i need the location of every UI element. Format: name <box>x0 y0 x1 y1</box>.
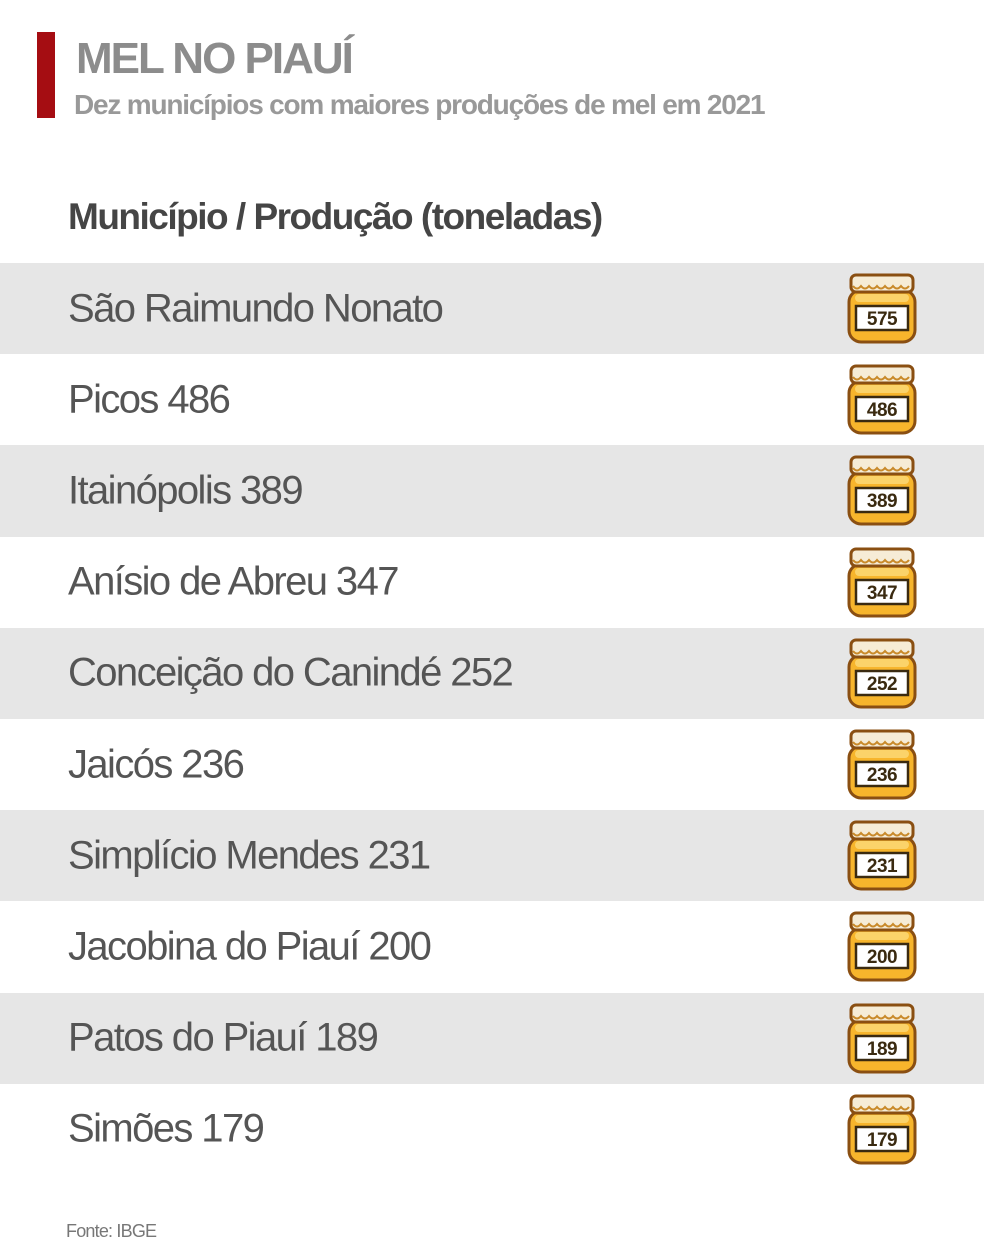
table-heading: Município / Produção (toneladas) <box>68 196 603 237</box>
honey-jar: 179 <box>847 1094 917 1165</box>
jar-lid <box>849 729 915 750</box>
honey-jar: 389 <box>847 455 917 526</box>
jar-label <box>854 1125 910 1152</box>
jar-lid <box>849 1094 915 1115</box>
table-row: Jacobina do Piauí 200 200 <box>0 901 984 992</box>
jar-shine <box>855 1114 909 1123</box>
jar-value: 347 <box>867 583 897 604</box>
lid-drip <box>852 557 910 564</box>
source: Fonte: IBGE <box>66 1221 157 1241</box>
jar-lid <box>849 364 915 385</box>
jar-value: 231 <box>867 856 898 877</box>
table-row: Jaicós 236 236 <box>0 719 984 810</box>
jar-lid <box>849 273 915 294</box>
jar-lid <box>849 547 915 568</box>
jar-label <box>854 760 910 788</box>
honey-jar: 189 <box>847 1003 917 1073</box>
municipality-label: Patos do Piauí 189 <box>68 1015 379 1060</box>
municipality-label: Jaicós 236 <box>68 742 245 787</box>
jar-lid <box>849 911 915 932</box>
jar-value: 189 <box>867 1039 897 1060</box>
jar-lid <box>849 1003 915 1023</box>
lid-drip <box>852 1105 910 1111</box>
jar-shine <box>855 1023 909 1032</box>
table-row: São Raimundo Nonato 575 <box>0 263 984 355</box>
table-row: Simões 179 179 <box>0 1084 984 1175</box>
jar-label <box>854 578 910 605</box>
jar-label <box>854 487 910 514</box>
jar-value: 179 <box>867 1130 897 1151</box>
lid-drip <box>852 649 910 655</box>
jar-value: 486 <box>867 400 897 421</box>
jar-lid <box>849 820 915 841</box>
table-row: Conceição do Canindé 252 252 <box>0 627 984 719</box>
jar-shine <box>855 749 909 758</box>
jar-value: 575 <box>867 309 898 330</box>
lid-drip <box>852 1013 910 1019</box>
municipality-label: Simões 179 <box>68 1106 265 1151</box>
jar-shine <box>855 476 909 485</box>
accent-bar <box>37 32 55 118</box>
table-row: Patos do Piauí 189 189 <box>0 992 984 1084</box>
jar-label <box>854 851 910 879</box>
jar-label <box>854 1034 910 1061</box>
lid-drip <box>852 284 910 290</box>
honey-jar: 252 <box>847 638 917 709</box>
lid-drip <box>852 831 910 837</box>
table-row: Picos 486 486 <box>0 354 984 445</box>
jar-value: 200 <box>867 947 897 968</box>
honey-jar: 231 <box>847 820 917 891</box>
honey-jar: 236 <box>847 729 917 800</box>
jar-value: 236 <box>867 765 897 786</box>
jar-lid <box>849 638 915 659</box>
honey-jar: 486 <box>847 364 917 435</box>
table-row: Simplício Mendes 231 231 <box>0 810 984 902</box>
lid-drip <box>852 922 910 928</box>
table-row: Itainópolis 389 389 <box>0 445 984 537</box>
municipality-label: Itainópolis 389 <box>68 468 304 513</box>
honey-jar: 347 <box>847 547 917 618</box>
municipality-label: Simplício Mendes 231 <box>68 833 431 878</box>
municipality-label: Anísio de Abreu 347 <box>68 559 399 604</box>
municipality-label: Jacobina do Piauí 200 <box>68 924 432 969</box>
jar-label <box>854 669 910 696</box>
municipality-label: Conceição do Canindé 252 <box>68 650 514 695</box>
honey-jar: 575 <box>847 273 917 344</box>
title: MEL NO PIAUÍ <box>76 34 354 83</box>
subtitle: Dez municípios com maiores produções de … <box>74 89 766 120</box>
honey-jar: 200 <box>847 911 917 982</box>
municipality-label: Picos 486 <box>68 377 231 422</box>
table-row: Anísio de Abreu 347 347 <box>0 537 984 628</box>
jar-shine <box>855 567 909 576</box>
jar-value: 389 <box>867 491 897 512</box>
jar-lid <box>849 455 915 476</box>
lid-drip <box>852 466 910 472</box>
jar-shine <box>855 932 909 941</box>
lid-drip <box>852 375 910 381</box>
municipality-label: São Raimundo Nonato <box>68 286 444 331</box>
jar-shine <box>855 385 909 394</box>
lid-drip <box>852 740 910 746</box>
jar-label <box>854 304 910 332</box>
jar-shine <box>855 841 909 850</box>
jar-label <box>854 395 910 423</box>
jar-shine <box>855 658 909 667</box>
jar-label <box>854 943 910 970</box>
table: São Raimundo Nonato 575 Picos 486 486 Itainó… <box>0 263 984 1175</box>
jar-shine <box>855 294 909 302</box>
jar-value: 252 <box>867 674 897 695</box>
